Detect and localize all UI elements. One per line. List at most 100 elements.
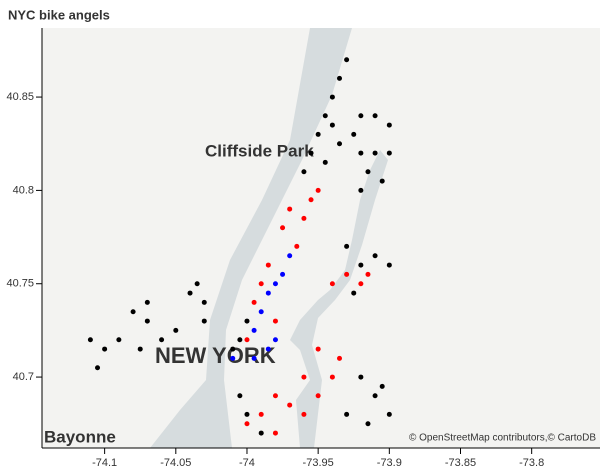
x-tick-label: -74.05 xyxy=(160,457,191,469)
point xyxy=(294,243,300,249)
y-tick-label: 40.75 xyxy=(6,278,34,290)
point xyxy=(237,337,243,343)
point xyxy=(315,393,321,399)
point xyxy=(351,290,357,296)
point xyxy=(301,411,307,417)
point xyxy=(251,299,257,305)
point xyxy=(322,159,328,165)
point xyxy=(251,327,257,333)
point xyxy=(265,290,271,296)
point xyxy=(386,150,392,156)
point xyxy=(187,290,193,296)
x-tick-label: -73.9 xyxy=(377,457,402,469)
map-label: Bayonne xyxy=(44,427,116,446)
point xyxy=(344,243,350,249)
point xyxy=(379,178,385,184)
point xyxy=(351,131,357,137)
point xyxy=(315,346,321,352)
point xyxy=(372,393,378,399)
map-label: Cliffside Park xyxy=(205,141,314,160)
point xyxy=(365,271,371,277)
point xyxy=(258,430,264,436)
point xyxy=(280,225,286,231)
point xyxy=(272,337,278,343)
point xyxy=(358,374,364,380)
point xyxy=(308,150,314,156)
point xyxy=(244,337,250,343)
point xyxy=(116,337,122,343)
point xyxy=(230,355,236,361)
point xyxy=(372,253,378,259)
water xyxy=(290,150,388,448)
point xyxy=(322,113,328,119)
point xyxy=(258,281,264,287)
x-tick-label: -73.95 xyxy=(303,457,334,469)
point xyxy=(244,421,250,427)
point xyxy=(329,281,335,287)
point xyxy=(201,299,207,305)
y-tick-label: 40.8 xyxy=(13,184,34,196)
point xyxy=(358,281,364,287)
point xyxy=(365,421,371,427)
point xyxy=(272,318,278,324)
point xyxy=(287,253,293,259)
point xyxy=(315,131,321,137)
point xyxy=(230,346,236,352)
chart-title: NYC bike angels xyxy=(8,7,110,22)
point xyxy=(329,94,335,100)
point xyxy=(272,281,278,287)
map-label: NEW YORK xyxy=(155,343,276,368)
point xyxy=(244,411,250,417)
x-tick-label: -74 xyxy=(239,457,255,469)
y-tick-label: 40.7 xyxy=(13,371,34,383)
point xyxy=(301,215,307,221)
point xyxy=(95,365,101,371)
point xyxy=(308,197,314,203)
point xyxy=(287,206,293,212)
point xyxy=(386,262,392,268)
point xyxy=(144,318,150,324)
point xyxy=(159,337,165,343)
point xyxy=(258,309,264,315)
point xyxy=(329,122,335,128)
point xyxy=(358,187,364,193)
point xyxy=(337,75,343,81)
point xyxy=(358,150,364,156)
point xyxy=(344,411,350,417)
attribution: © OpenStreetMap contributors,© CartoDB xyxy=(409,433,596,444)
point xyxy=(365,169,371,175)
point xyxy=(87,337,93,343)
point xyxy=(265,346,271,352)
x-tick-label: -73.85 xyxy=(445,457,476,469)
point xyxy=(379,383,385,389)
point xyxy=(244,318,250,324)
point xyxy=(344,57,350,63)
point xyxy=(287,402,293,408)
point xyxy=(265,262,271,268)
point xyxy=(137,346,143,352)
point xyxy=(237,393,243,399)
point xyxy=(201,318,207,324)
point xyxy=(280,271,286,277)
point xyxy=(315,187,321,193)
water xyxy=(150,28,352,448)
point xyxy=(130,309,136,315)
point xyxy=(329,374,335,380)
point xyxy=(372,150,378,156)
point xyxy=(386,122,392,128)
x-tick-label: -74.1 xyxy=(92,457,117,469)
point xyxy=(272,393,278,399)
point xyxy=(258,411,264,417)
x-tick-label: -73.8 xyxy=(519,457,544,469)
point xyxy=(102,346,108,352)
point xyxy=(372,113,378,119)
point xyxy=(251,355,257,361)
point xyxy=(301,374,307,380)
point xyxy=(358,113,364,119)
point xyxy=(344,271,350,277)
point xyxy=(301,169,307,175)
point xyxy=(337,355,343,361)
point xyxy=(173,327,179,333)
point xyxy=(386,411,392,417)
point xyxy=(358,262,364,268)
